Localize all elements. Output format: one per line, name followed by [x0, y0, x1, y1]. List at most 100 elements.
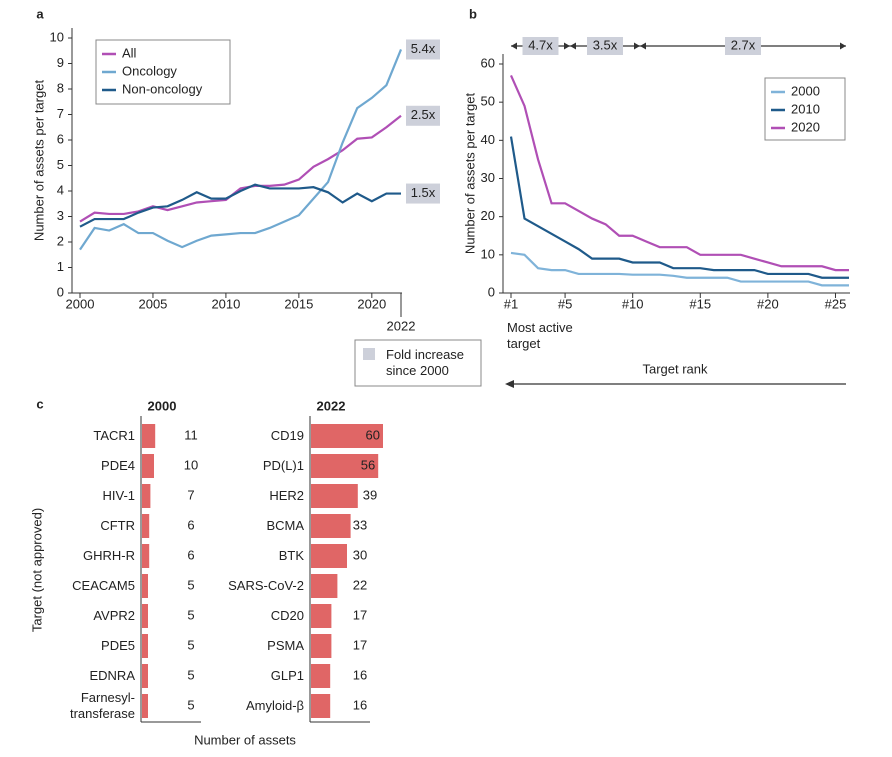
rank-arrowhead: [505, 380, 514, 388]
bar: [142, 694, 148, 718]
category-label: SARS-CoV-2: [228, 578, 304, 593]
segment-arrowhead: [511, 42, 570, 50]
category-label: CEACAM5: [72, 578, 135, 593]
category-label: PDE5: [101, 638, 135, 653]
y-tick-label: 9: [57, 55, 64, 70]
y-tick-label: 30: [481, 170, 495, 185]
bar: [311, 424, 383, 448]
panel-letter: c: [36, 396, 43, 411]
category-label: GHRH-R: [83, 548, 135, 563]
value-label: 22: [353, 577, 367, 592]
note-box: [354, 339, 482, 387]
bar: [142, 514, 150, 538]
x-tick-label: 2005: [138, 296, 167, 311]
bar: [142, 454, 154, 478]
bar: [142, 544, 150, 568]
panel-letter: a: [36, 6, 44, 21]
segment-label-box: [522, 37, 559, 55]
legend-label: All: [122, 45, 137, 60]
fold-label-box: [406, 105, 440, 126]
series-line: [79, 114, 402, 223]
y-axis-label: Number of assets per target: [31, 80, 46, 242]
y-axis-label: Target (not approved): [29, 508, 44, 632]
x-tick-label: #20: [757, 296, 779, 311]
bar: [311, 514, 351, 538]
value-label: 30: [353, 547, 367, 562]
bar: [311, 574, 338, 598]
value-label: 33: [353, 517, 367, 532]
fold-label: 5.4x: [411, 41, 436, 56]
category-label: TACR1: [93, 428, 135, 443]
x-tick-label: 2020: [357, 296, 386, 311]
category-label: BTK: [278, 548, 304, 563]
x-tick-label: #5: [558, 296, 572, 311]
fold-label-box: [406, 183, 440, 204]
series-line: [79, 49, 403, 251]
value-label: 6: [187, 547, 194, 562]
x-tick-label: 2000: [66, 296, 95, 311]
category-label: BCMA: [266, 518, 304, 533]
series-line: [510, 251, 849, 287]
y-tick-label: 0: [57, 284, 64, 299]
x-tick-label: #1: [504, 296, 518, 311]
value-label: 56: [361, 457, 375, 472]
note-swatch: [363, 348, 375, 360]
legend-label: 2000: [791, 83, 820, 98]
value-label: 11: [184, 427, 198, 442]
y-tick-label: 6: [57, 131, 64, 146]
x-tick-label: 2022: [387, 318, 416, 333]
bar: [311, 454, 379, 478]
bar: [142, 574, 148, 598]
segment-label: 2.7x: [731, 37, 756, 52]
bar: [311, 604, 332, 628]
y-tick-label: 8: [57, 80, 64, 95]
y-tick-label: 10: [481, 246, 495, 261]
bar: [142, 634, 148, 658]
legend-label: Oncology: [122, 63, 177, 78]
x-tick-label: #15: [689, 296, 711, 311]
value-label: 39: [363, 487, 377, 502]
value-label: 16: [353, 667, 367, 682]
note: Fold increase since 2000: [386, 347, 465, 378]
panel-title: 2000: [148, 398, 177, 413]
value-label: 5: [187, 637, 194, 652]
y-tick-label: 20: [481, 208, 495, 223]
x-axis-label: Number of assets: [194, 732, 296, 747]
bar: [142, 484, 151, 508]
value-label: 5: [187, 667, 194, 682]
value-label: 17: [353, 637, 367, 652]
x-tick-label: #10: [622, 296, 644, 311]
legend-label: 2020: [791, 119, 820, 134]
y-tick-label: 10: [50, 29, 64, 44]
value-label: 5: [187, 697, 194, 712]
y-tick-label: 4: [57, 182, 64, 197]
y-tick-label: 1: [57, 259, 64, 274]
category-label: HER2: [269, 488, 304, 503]
category-label: Farnesyl- transferase: [69, 690, 135, 721]
bar: [311, 544, 347, 568]
segment-label-box: [725, 37, 761, 55]
y-tick-label: 3: [57, 208, 64, 223]
fold-label: 1.5x: [411, 185, 436, 200]
x-axis-label: Target rank: [642, 361, 708, 376]
y-tick-label: 0: [488, 284, 495, 299]
category-label: CFTR: [100, 518, 135, 533]
y-tick-label: 50: [481, 94, 495, 109]
category-label: PDE4: [101, 458, 135, 473]
segment-label: 3.5x: [593, 37, 618, 52]
bar: [142, 604, 148, 628]
legend-label: Non-oncology: [122, 81, 203, 96]
y-tick-label: 7: [57, 106, 64, 121]
category-label: PD(L)1: [262, 458, 304, 473]
category-label: PSMA: [267, 638, 304, 653]
category-label: CD20: [270, 608, 304, 623]
bar: [142, 424, 156, 448]
bar: [311, 484, 358, 508]
category-label: GLP1: [270, 668, 304, 683]
y-tick-label: 60: [481, 55, 495, 70]
category-label: EDNRA: [89, 668, 135, 683]
fold-label-box: [406, 39, 440, 60]
value-label: 7: [187, 487, 194, 502]
value-label: 16: [353, 697, 367, 712]
